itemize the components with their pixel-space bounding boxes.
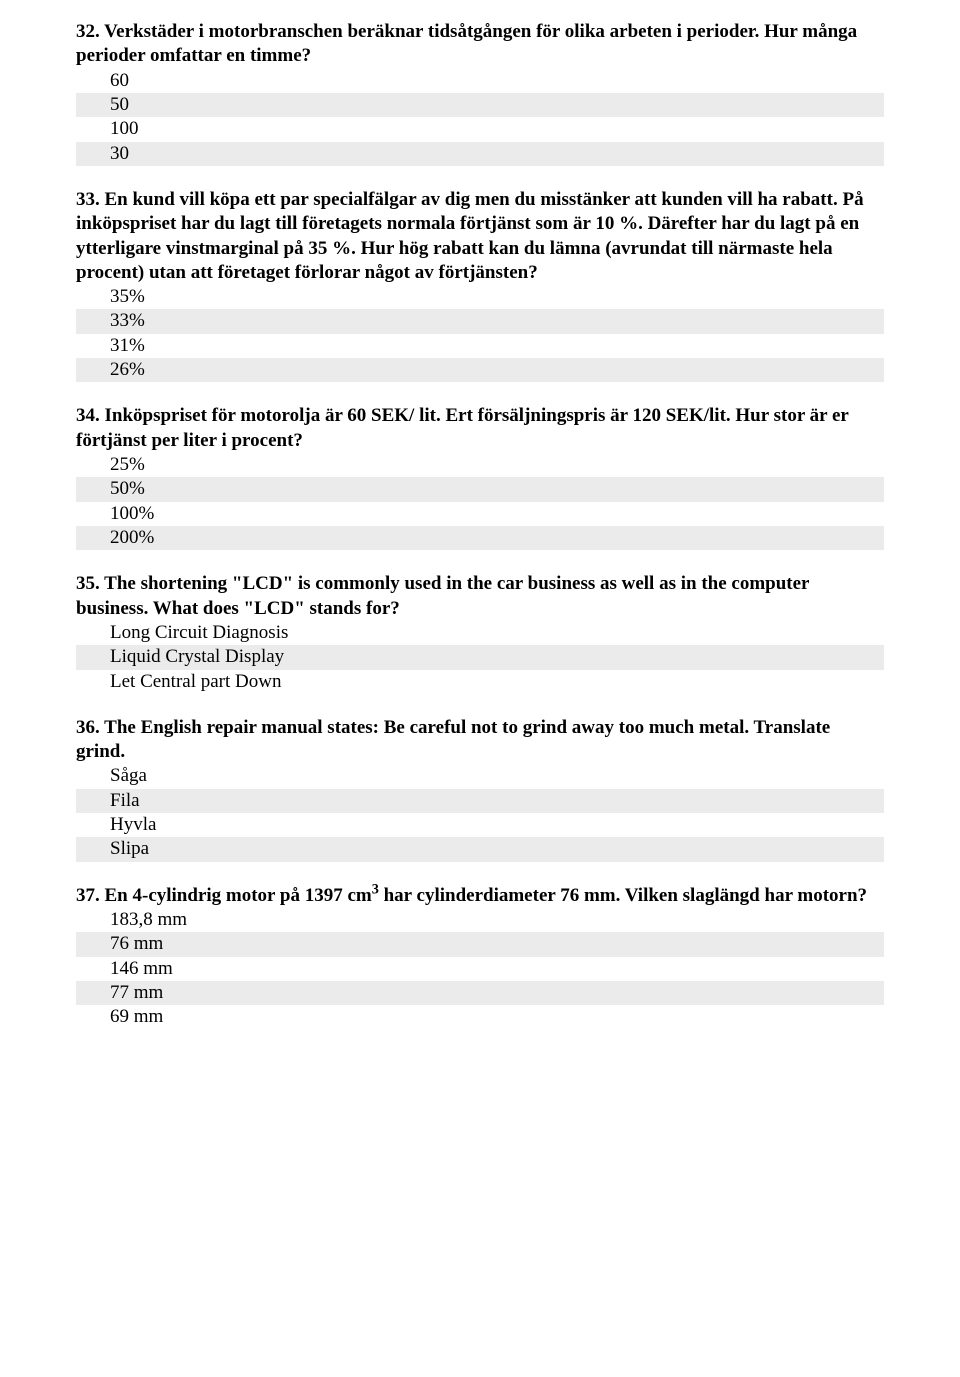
answer-option: Long Circuit Diagnosis <box>76 621 884 645</box>
answer-option: Fila <box>76 789 884 813</box>
question-text: 33. En kund vill köpa ett par specialfäl… <box>76 188 884 285</box>
question-32: 32. Verkstäder i motorbranschen beräknar… <box>76 20 884 166</box>
answer-option: 100% <box>76 502 884 526</box>
question-number: 32. <box>76 21 100 42</box>
answer-option: 33% <box>76 309 884 333</box>
question-number: 36. <box>76 717 100 738</box>
answer-option: 200% <box>76 526 884 550</box>
question-text: 32. Verkstäder i motorbranschen beräknar… <box>76 20 884 69</box>
answer-option: 25% <box>76 453 884 477</box>
answer-option: 30 <box>76 142 884 166</box>
question-text: 35. The shortening "LCD" is commonly use… <box>76 572 884 621</box>
question-body: Verkstäder i motorbranschen beräknar tid… <box>76 21 857 66</box>
question-body: The shortening "LCD" is commonly used in… <box>76 573 809 618</box>
answer-option: 69 mm <box>76 1005 884 1029</box>
question-text: 37. En 4-cylindrig motor på 1397 cm3 har… <box>76 884 884 908</box>
page: 32. Verkstäder i motorbranschen beräknar… <box>0 0 960 1072</box>
answer-option: Let Central part Down <box>76 670 884 694</box>
question-number: 37. <box>76 885 100 906</box>
answer-option: 76 mm <box>76 932 884 956</box>
question-text: 34. Inköpspriset för motorolja är 60 SEK… <box>76 404 884 453</box>
question-33: 33. En kund vill köpa ett par specialfäl… <box>76 188 884 383</box>
question-body: En kund vill köpa ett par specialfälgar … <box>76 189 864 283</box>
question-35: 35. The shortening "LCD" is commonly use… <box>76 572 884 694</box>
answer-option: 50 <box>76 93 884 117</box>
answer-option: 31% <box>76 334 884 358</box>
answer-option: Såga <box>76 764 884 788</box>
question-number: 34. <box>76 405 100 426</box>
question-37: 37. En 4-cylindrig motor på 1397 cm3 har… <box>76 884 884 1030</box>
question-number: 33. <box>76 189 100 210</box>
question-text: 36. The English repair manual states: Be… <box>76 716 884 765</box>
answer-option: 60 <box>76 69 884 93</box>
answer-option: 77 mm <box>76 981 884 1005</box>
answer-option: 100 <box>76 117 884 141</box>
answer-option: 26% <box>76 358 884 382</box>
question-body: En 4-cylindrig motor på 1397 cm3 har cyl… <box>105 885 868 906</box>
question-body: The English repair manual states: Be car… <box>76 717 830 762</box>
question-body: Inköpspriset för motorolja är 60 SEK/ li… <box>76 405 849 450</box>
answer-option: 35% <box>76 285 884 309</box>
answer-option: Hyvla <box>76 813 884 837</box>
question-34: 34. Inköpspriset för motorolja är 60 SEK… <box>76 404 884 550</box>
answer-option: Liquid Crystal Display <box>76 645 884 669</box>
question-number: 35. <box>76 573 100 594</box>
answer-option: 50% <box>76 477 884 501</box>
question-36: 36. The English repair manual states: Be… <box>76 716 884 862</box>
answer-option: Slipa <box>76 837 884 861</box>
answer-option: 146 mm <box>76 957 884 981</box>
answer-option: 183,8 mm <box>76 908 884 932</box>
